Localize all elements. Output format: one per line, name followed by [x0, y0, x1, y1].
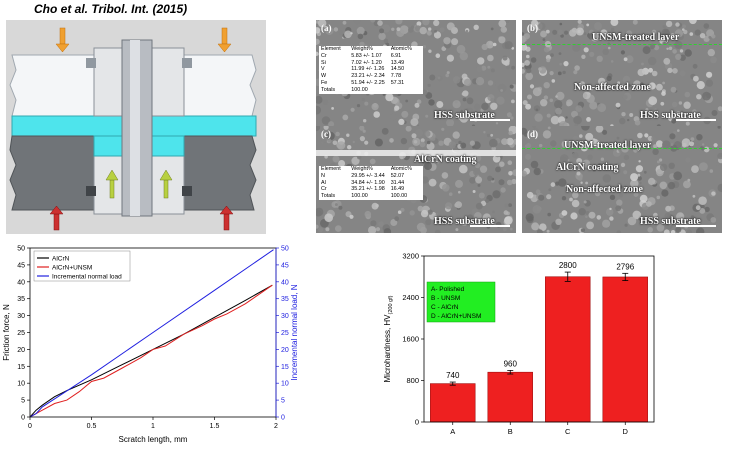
legend-label: C - AlCrN: [431, 304, 459, 311]
panel-letter: (a): [321, 23, 332, 33]
label-unsm-treated-layer: UNSM-treated layer: [564, 140, 652, 151]
y-tick-label: 25: [17, 330, 25, 337]
bottom-plate-right: [177, 135, 257, 211]
y-tick-label: 800: [406, 376, 419, 385]
y-tick-label: 45: [17, 262, 25, 269]
y-tick-label: 2400: [402, 293, 419, 302]
bar-value-label: 2800: [559, 261, 577, 270]
y2-tick-label: 20: [281, 347, 289, 354]
unsm-schematic-diagram: [6, 20, 266, 234]
y-axis-label: Microhardness, HV(200 gf): [383, 295, 394, 382]
legend-box: [33, 250, 131, 282]
y2-tick-label: 50: [281, 246, 289, 253]
label-alcrn-coating: AlCrN coating: [414, 154, 477, 165]
series-line-0: [29, 284, 273, 418]
y-tick-label: 0: [21, 415, 25, 422]
eds-table: Element Weight% Atomic% Cr 5.83 +/- 1.07 6.9…: [319, 46, 423, 94]
legend-box: [426, 281, 496, 323]
y2-tick-label: 5: [281, 398, 285, 405]
y-tick-label: 1600: [402, 335, 419, 344]
y2-tick-label: 30: [281, 313, 289, 320]
label-hss-substrate: HSS substrate: [640, 110, 701, 121]
y-tick-label: 30: [17, 313, 25, 320]
bar-A: [430, 383, 476, 423]
x-tick-label: A: [450, 427, 455, 436]
label-hss-substrate: HSS substrate: [640, 216, 701, 227]
y2-axis-label: Incremental normal load, N: [290, 284, 299, 380]
x-tick-label: 2: [274, 423, 278, 430]
x-tick-label: 0: [28, 423, 32, 430]
bar-value-label: 2796: [616, 262, 634, 271]
sem-panel-c: (c) AlCrN coating Element Weight% Atomic% …: [316, 126, 516, 233]
bar-C: [545, 276, 591, 423]
y-tick-label: 40: [17, 279, 25, 286]
sem-panel-a: (a) Element Weight% Atomic% Cr 5.83 +/- 1.0…: [316, 20, 516, 127]
microhardness-chart: 0 800 1600 2400 3200 740 A 960 B 2800 C 2796 D Microh…: [383, 252, 655, 436]
label-hss-substrate: HSS substrate: [434, 216, 495, 227]
series-line-1: [29, 284, 273, 418]
y2-tick-label: 0: [281, 415, 285, 422]
y-tick-label: 50: [17, 246, 25, 253]
panel-letter: (c): [321, 129, 331, 139]
y-tick-label: 15: [17, 364, 25, 371]
y-tick-label: 10: [17, 381, 25, 388]
y2-tick-label: 35: [281, 296, 289, 303]
label-alcrn-coating: AlCrN coating: [556, 162, 619, 173]
y-axis-label: Friction force, N: [2, 304, 11, 361]
label-non-affected-zone: Non-affected zone: [566, 184, 643, 195]
x-tick-label: 0.5: [87, 423, 97, 430]
legend-label: Incremental normal load: [52, 274, 122, 281]
orange-arrow-right: [217, 27, 232, 53]
bar-value-label: 960: [504, 359, 518, 368]
y2-tick-label: 10: [281, 381, 289, 388]
scale-bar: [676, 119, 716, 121]
eds-table: Element Weight% Atomic% N 29.95 +/- 3.44 52.…: [319, 166, 423, 200]
orange-arrow-left: [55, 27, 70, 53]
bottom-plate: [9, 135, 103, 211]
legend-label: AlCrN: [52, 256, 70, 263]
label-unsm-treated-layer: UNSM-treated layer: [592, 32, 680, 43]
bar-B: [487, 371, 533, 423]
series-line-2: [29, 249, 274, 418]
green-arrow-right: [159, 169, 173, 199]
sem-panel-d: (d) UNSM-treated layer AlCrN coating Non…: [522, 126, 722, 233]
panel-letter: (b): [527, 23, 538, 33]
scale-bar: [470, 225, 510, 227]
y-axis-label-sub: (200 gf): [388, 295, 394, 314]
x-tick-label: B: [508, 427, 513, 436]
label-hss-substrate: HSS substrate: [434, 110, 495, 121]
legend-label: A- Polished: [431, 286, 465, 293]
y-tick-label: 3200: [402, 252, 419, 261]
y-tick-label: 5: [21, 398, 25, 405]
legend-label: D - AlCrN+UNSM: [431, 313, 481, 320]
x-axis-label: Scratch length, mm: [119, 435, 188, 444]
y2-tick-label: 25: [281, 330, 289, 337]
y-tick-label: 35: [17, 296, 25, 303]
y2-tick-label: 15: [281, 364, 289, 371]
y2-tick-label: 45: [281, 262, 289, 269]
scale-bar: [470, 119, 510, 121]
x-tick-label: 1: [151, 423, 155, 430]
bar-D: [602, 276, 648, 423]
y2-tick-label: 40: [281, 279, 289, 286]
x-tick-label: 1.5: [210, 423, 220, 430]
plot-frame: [423, 255, 655, 423]
sem-panel-b: (b) UNSM-treated layer Non-affected zone…: [522, 20, 722, 127]
red-arrow-right: [219, 205, 234, 231]
label-non-affected-zone: Non-affected zone: [574, 82, 651, 93]
red-arrow-left: [49, 205, 64, 231]
panel-letter: (d): [527, 129, 538, 139]
legend-label: B - UNSM: [431, 295, 460, 302]
x-tick-label: D: [623, 427, 629, 436]
y-tick-label: 0: [415, 418, 419, 427]
green-arrow-left: [105, 169, 119, 199]
legend-label: AlCrN+UNSM: [52, 265, 92, 272]
figure-title: Cho et al. Tribol. Int. (2015): [34, 2, 188, 16]
x-tick-label: C: [565, 427, 571, 436]
scale-bar: [676, 225, 716, 227]
bar-value-label: 740: [446, 371, 460, 380]
y-tick-label: 20: [17, 347, 25, 354]
